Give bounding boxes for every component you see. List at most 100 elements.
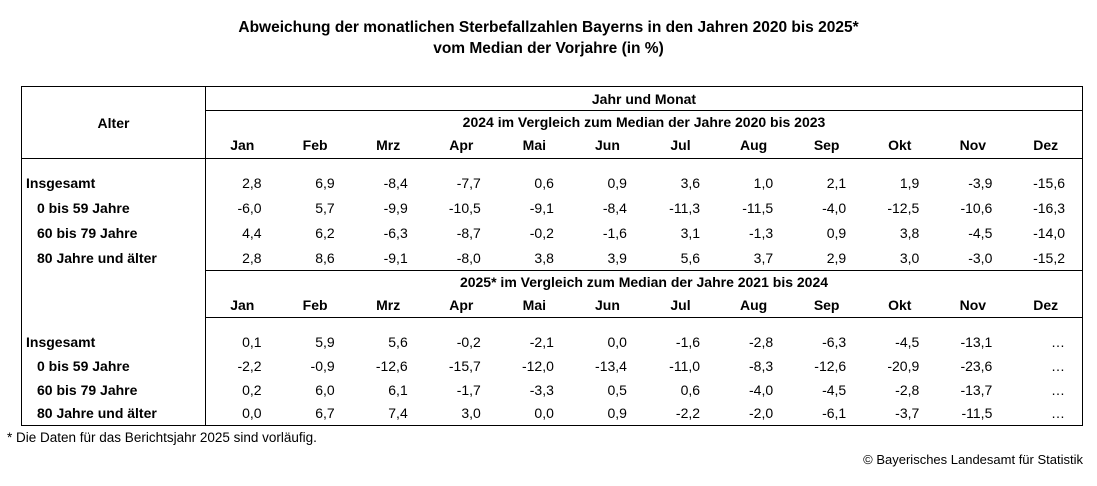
month-header: Jul <box>643 293 718 318</box>
table-cell: 4,4 <box>242 225 262 241</box>
month-header-row-2024: Jan Feb Mrz Apr Mai Jun Jul Aug Sep Okt … <box>22 132 1083 159</box>
row-label: 80 Jahre und älter <box>21 245 206 271</box>
table-cell: -7,7 <box>456 175 481 191</box>
table-cell: -8,3 <box>749 357 774 374</box>
table-cell: -14,0 <box>1033 225 1065 241</box>
table-cell: 8,6 <box>315 249 335 266</box>
table-row: 80 Jahre und älter 0,0 6,7 7,4 3,0 0,0 0… <box>21 401 1083 426</box>
table-cell: -3,7 <box>895 405 920 422</box>
table-cell: 6,1 <box>388 381 408 398</box>
month-header: Jan <box>205 293 279 318</box>
table-cell: -8,7 <box>456 225 481 241</box>
table-cell: -13,4 <box>595 357 627 374</box>
table-row: 0 bis 59 Jahre -2,2 -0,9 -12,6 -15,7 -12… <box>21 353 1083 378</box>
table-cell: 0,0 <box>607 333 627 350</box>
table-cell: 3,8 <box>534 249 554 266</box>
row-label: 0 bis 59 Jahre <box>21 353 206 378</box>
month-header: Sep <box>790 132 864 159</box>
table-cell: -6,3 <box>383 225 408 241</box>
table-cell: -6,1 <box>822 405 847 422</box>
month-header: Feb <box>278 132 352 159</box>
table-cell: -15,6 <box>1033 175 1065 191</box>
table-cell: -13,1 <box>960 333 993 350</box>
row-label: Insgesamt <box>21 329 206 354</box>
table-cell: -9,1 <box>529 200 554 216</box>
spacer-row <box>21 317 1083 330</box>
table-cell: 3,7 <box>753 249 774 266</box>
month-header: Jan <box>205 132 279 159</box>
table-cell: 3,0 <box>899 249 920 266</box>
month-header: Aug <box>717 293 791 318</box>
spacer-row <box>21 158 1083 171</box>
table-cell: 0,0 <box>242 405 262 422</box>
table-cell: -16,3 <box>1033 200 1065 216</box>
section-2025-header-row: 2025* im Vergleich zum Median der Jahre … <box>21 270 1083 294</box>
table-cell: -12,5 <box>887 200 920 216</box>
section-2024-header: 2024 im Vergleich zum Median der Jahre 2… <box>462 113 826 130</box>
table-cell: -23,6 <box>960 357 993 374</box>
table-cell: -9,9 <box>383 200 408 216</box>
table-cell: 0,9 <box>607 405 627 422</box>
table-cell: -15,7 <box>448 357 481 374</box>
table-cell: 5,6 <box>388 333 408 350</box>
table-cell: … <box>1051 333 1065 350</box>
table-row: 80 Jahre und älter 2,8 8,6 -9,1 -8,0 3,8… <box>21 245 1083 271</box>
table-cell: 0,9 <box>826 225 847 241</box>
table-cell: 6,9 <box>315 175 335 191</box>
month-header: Mrz <box>351 293 425 318</box>
table-cell: -1,7 <box>456 381 481 398</box>
footnote: * Die Daten für das Berichtsjahr 2025 si… <box>7 430 317 445</box>
table-cell: 0,6 <box>680 381 701 398</box>
spacer-cell <box>206 318 1083 330</box>
table-cell: -0,9 <box>310 357 335 374</box>
month-header: Dez <box>1009 293 1083 318</box>
copyright-notice: © Bayerisches Landesamt für Statistik <box>863 452 1083 467</box>
section-2024-header-row: 2024 im Vergleich zum Median der Jahre 2… <box>22 111 1083 133</box>
month-header: Jul <box>643 132 718 159</box>
table-cell: -2,2 <box>675 405 701 422</box>
table-cell: -2,2 <box>237 357 262 374</box>
table-cell: -1,6 <box>602 225 627 241</box>
table-row: 60 bis 79 Jahre 0,2 6,0 6,1 -1,7 -3,3 0,… <box>21 377 1083 402</box>
month-header: Dez <box>1009 132 1083 159</box>
year-month-header: Jahr und Monat <box>205 86 1083 111</box>
spacer-cell <box>206 159 1083 171</box>
table-cell: 0,0 <box>534 405 554 422</box>
table-cell: 5,7 <box>315 200 335 216</box>
mortality-deviation-table: Alter Jahr und Monat 2024 im Vergleich z… <box>21 86 1083 426</box>
table-cell: -0,2 <box>456 333 481 350</box>
table-cell: -4,5 <box>895 333 920 350</box>
table-cell: -8,0 <box>456 249 481 266</box>
table-cell: 0,9 <box>607 175 627 191</box>
page-title-line2: vom Median der Vorjahre (in %) <box>433 40 664 57</box>
row-label: Insgesamt <box>21 170 206 196</box>
table-cell: -11,3 <box>669 200 701 216</box>
table-cell: 0,1 <box>242 333 262 350</box>
table-cell: … <box>1051 405 1065 422</box>
page-title: Abweichung der monatlichen Sterbefallzah… <box>0 17 1097 59</box>
table-cell: -3,9 <box>968 175 993 191</box>
month-header-row-2025: Jan Feb Mrz Apr Mai Jun Jul Aug Sep Okt … <box>21 293 1083 318</box>
table-cell: -13,7 <box>960 381 993 398</box>
table-cell: 2,1 <box>826 175 847 191</box>
table-cell: 3,6 <box>680 175 701 191</box>
table-cell: 3,1 <box>680 225 701 241</box>
table-cell: -12,6 <box>814 357 847 374</box>
table-cell: 5,9 <box>315 333 335 350</box>
table-row: 60 bis 79 Jahre 4,4 6,2 -6,3 -8,7 -0,2 -… <box>21 220 1083 246</box>
table-cell: 6,0 <box>315 381 335 398</box>
table-cell: 2,8 <box>242 249 262 266</box>
table-cell: 0,6 <box>534 175 554 191</box>
section-2025-header: 2025* im Vergleich zum Median der Jahre … <box>205 270 1083 294</box>
table-cell: 1,0 <box>753 175 774 191</box>
row-label: 60 bis 79 Jahre <box>21 377 206 402</box>
table-cell: -8,4 <box>383 175 408 191</box>
table-cell: -6,3 <box>822 333 847 350</box>
month-header: Sep <box>790 293 864 318</box>
table-row: Insgesamt 2,8 6,9 -8,4 -7,7 0,6 0,9 3,6 … <box>21 170 1083 196</box>
table-cell: -11,0 <box>669 357 701 374</box>
month-header: Nov <box>936 293 1010 318</box>
table-cell: 2,9 <box>826 249 847 266</box>
age-column-header: Alter <box>21 86 206 159</box>
table-cell: 7,4 <box>388 405 408 422</box>
